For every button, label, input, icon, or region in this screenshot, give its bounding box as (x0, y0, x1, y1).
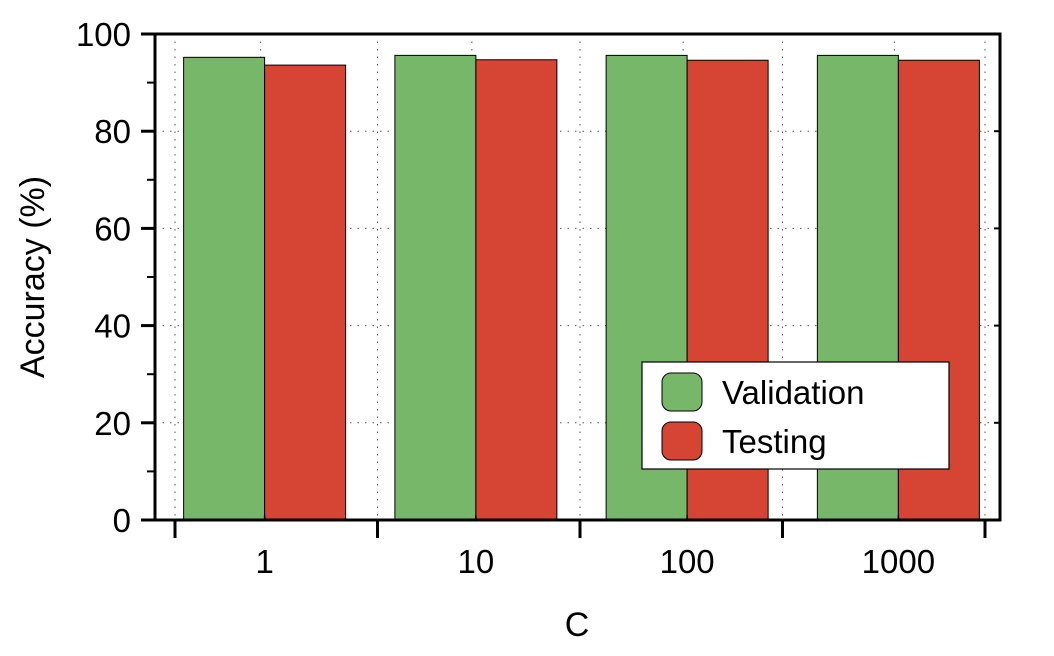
legend-swatch-validation (661, 372, 703, 412)
x-axis: 1 10 100 1000 (173, 515, 987, 580)
bar-validation-10 (394, 54, 477, 521)
y-axis: 0 20 40 60 80 100 (76, 16, 1000, 539)
y-tick-label: 60 (94, 210, 131, 247)
bars (183, 54, 980, 521)
y-tick-label: 40 (94, 308, 131, 345)
x-tick-label: 100 (660, 543, 715, 580)
x-tick-label: 1 (255, 543, 273, 580)
legend-swatch-testing (661, 421, 703, 461)
y-tick-label: 0 (113, 502, 131, 539)
y-tick-label: 20 (94, 405, 131, 442)
y-tick-label: 100 (76, 16, 131, 53)
y-tick-label: 80 (94, 113, 131, 150)
legend: Validation Testing (641, 361, 950, 470)
bar-validation-1 (183, 56, 266, 521)
bar-testing-10 (475, 59, 558, 521)
x-tick-label: 1000 (862, 543, 935, 580)
legend-label-testing: Testing (722, 423, 827, 460)
bar-testing-1 (264, 64, 347, 521)
y-axis-title: Accuracy (%) (14, 176, 52, 378)
x-tick-label: 10 (458, 543, 495, 580)
legend-label-validation: Validation (722, 374, 865, 411)
x-axis-title: C (565, 606, 590, 644)
